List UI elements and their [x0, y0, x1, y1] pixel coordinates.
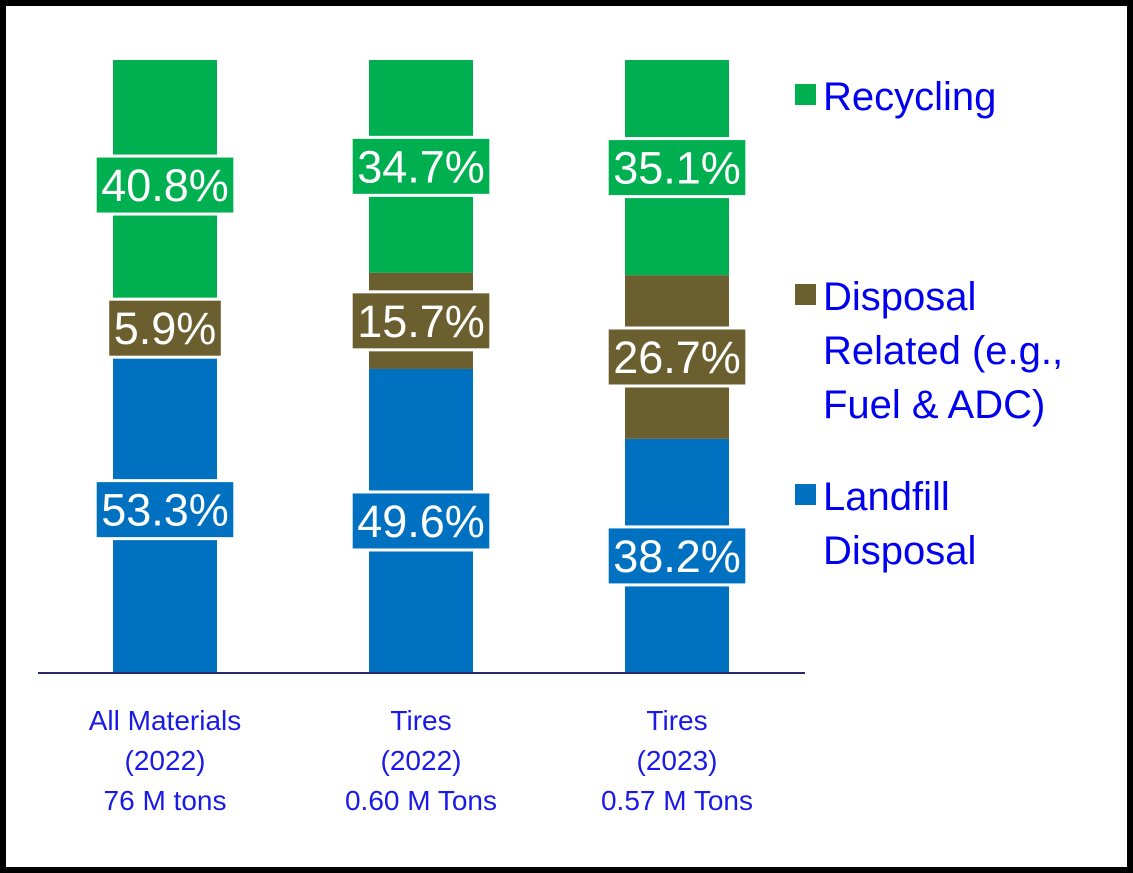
value-label-text: 38.2% [613, 531, 741, 582]
legend-swatch [795, 284, 816, 305]
value-label: 26.7% [605, 326, 749, 388]
value-label-text: 34.7% [357, 141, 485, 192]
value-label: 15.7% [349, 290, 493, 352]
value-label: 49.6% [349, 490, 493, 552]
x-tick-label: Tires (2023) 0.57 M Tons [601, 705, 753, 816]
value-label-box [93, 479, 237, 541]
value-label-box [605, 326, 749, 388]
value-label-text: 49.6% [357, 496, 485, 547]
x-tick-label: Tires (2022) 0.60 M Tons [345, 705, 497, 816]
value-label-text: 15.7% [357, 296, 485, 347]
value-label: 5.9% [106, 297, 224, 359]
value-label: 53.3% [93, 479, 237, 541]
value-label: 34.7% [349, 135, 493, 197]
legend-label: Landfill Disposal [823, 475, 976, 573]
value-label-text: 53.3% [101, 485, 229, 536]
value-label-text: 5.9% [114, 303, 217, 354]
value-label-box [349, 135, 493, 197]
value-label: 35.1% [605, 137, 749, 199]
value-label-text: 26.7% [613, 332, 741, 383]
legend-swatch [795, 484, 816, 505]
value-label-text: 40.8% [101, 160, 229, 211]
value-label-box [106, 297, 224, 359]
legend-swatch [795, 84, 816, 105]
value-label-box [605, 525, 749, 587]
value-label-box [349, 490, 493, 552]
legend-label: Recycling [823, 75, 996, 119]
value-label: 40.8% [93, 154, 237, 216]
value-label-text: 35.1% [613, 143, 741, 194]
legend-label: Disposal Related (e.g., Fuel & ADC) [823, 275, 1063, 427]
x-tick-label: All Materials (2022) 76 M tons [89, 705, 241, 816]
value-label-box [605, 137, 749, 199]
value-label-box [349, 290, 493, 352]
value-label: 38.2% [605, 525, 749, 587]
value-label-box [93, 154, 237, 216]
